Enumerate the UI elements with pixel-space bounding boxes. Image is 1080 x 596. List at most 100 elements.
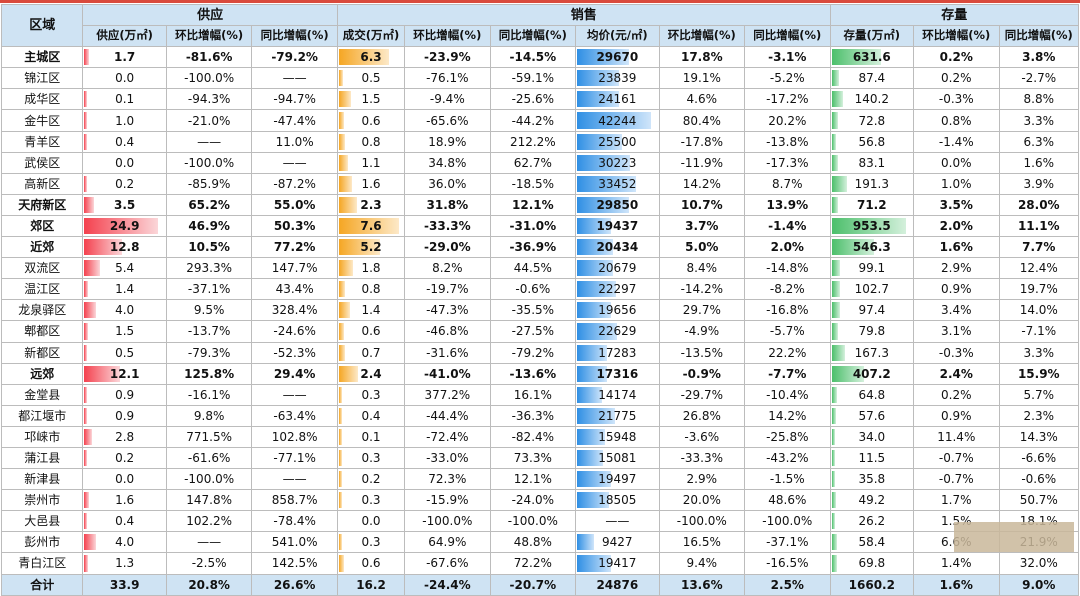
data-cell: -0.7%	[913, 446, 1000, 470]
region-cell: 锦江区	[0, 67, 84, 90]
table-row: 双流区 5.4 293.3% 147.7% 1.8 8.2% 44.5% 20679 8.4% -…	[0, 257, 1080, 280]
table-row: 金牛区 1.0 -21.0% -47.4% 0.6 -65.6% -44.2% 42244 80…	[0, 109, 1080, 132]
stock-value: 34.0	[858, 429, 886, 444]
stock-value: 140.2	[854, 92, 889, 107]
price-value: ——	[605, 514, 630, 529]
stock-bar-cell: 69.8	[829, 552, 915, 575]
price-bar	[577, 175, 637, 192]
supply-bar-cell: 0.9	[82, 404, 167, 427]
stock-bar-cell: 64.8	[829, 383, 915, 406]
price-value: 23839	[598, 71, 637, 86]
supply-value: 1.0	[115, 113, 135, 128]
price-value: 14174	[598, 387, 637, 402]
data-cell: -29.7%	[658, 383, 746, 406]
stock-bar	[831, 492, 836, 509]
stock-value: 72.8	[858, 113, 886, 128]
data-cell: 7.7%	[998, 236, 1080, 259]
price-bar-cell: 14174	[575, 383, 660, 406]
price-bar	[577, 281, 617, 298]
region-cell: 崇州市	[0, 489, 84, 512]
sales-bar-cell: 0.3	[336, 446, 406, 470]
supply-value: 0.2	[115, 451, 135, 466]
supply-value: 1.4	[115, 282, 135, 297]
stock-value: 26.2	[858, 514, 886, 529]
data-cell: -31.6%	[404, 341, 491, 364]
data-cell: 20.0%	[658, 489, 746, 512]
sales-bar-cell: 0.4	[336, 404, 406, 427]
sales-value: 0.5	[361, 71, 381, 86]
sales-value: 1.4	[361, 303, 381, 318]
total-cell: 9.0%	[998, 573, 1080, 596]
stock-bar	[831, 386, 837, 403]
price-value: 17283	[598, 345, 637, 360]
table-row: 主城区 1.7 -81.6% -79.2% 6.3 -23.9% -14.5% 29670 17…	[0, 46, 1080, 69]
sales-value: 0.3	[361, 493, 381, 508]
stock-bar	[831, 323, 838, 340]
data-cell: -79.2%	[251, 46, 338, 69]
sales-bar	[338, 323, 344, 340]
supply-bar	[84, 196, 95, 213]
data-cell: -33.3%	[404, 214, 491, 238]
stock-bar-cell: 26.2	[829, 510, 915, 533]
supply-bar-cell: 1.5	[82, 320, 167, 343]
price-bar	[577, 91, 620, 108]
supply-bar	[84, 112, 88, 129]
region-cell: 金牛区	[0, 109, 84, 132]
data-cell: 12.4%	[998, 257, 1080, 280]
supply-value: 4.0	[115, 303, 135, 318]
total-cell: -20.7%	[489, 573, 577, 596]
stock-value: 64.8	[858, 387, 886, 402]
sales-bar-cell: 1.1	[336, 151, 406, 174]
data-cell: 6.3%	[998, 130, 1080, 153]
data-cell: -23.9%	[404, 46, 491, 69]
data-cell: 2.0%	[744, 236, 831, 259]
sales-bar	[338, 154, 348, 171]
data-cell: -77.1%	[251, 446, 338, 470]
data-cell: -13.5%	[658, 341, 746, 364]
price-bar	[577, 260, 614, 277]
price-value: 20679	[598, 261, 637, 276]
stock-bar	[831, 407, 836, 424]
stock-bar-cell: 34.0	[829, 425, 915, 448]
data-cell: -3.1%	[744, 46, 831, 69]
sales-bar	[338, 471, 342, 488]
sales-bar	[338, 344, 345, 361]
sales-bar	[338, 449, 342, 467]
sales-value: 0.6	[361, 324, 381, 339]
sales-bar-cell: 1.4	[336, 299, 406, 322]
sales-value: 6.3	[360, 50, 382, 65]
stock-value: 167.3	[854, 345, 889, 360]
stock-bar	[831, 133, 836, 150]
price-value: 29850	[596, 197, 639, 212]
region-cell: 武侯区	[0, 151, 84, 174]
data-cell: -43.2%	[744, 446, 831, 470]
price-value: 19417	[598, 556, 637, 571]
data-cell: -29.0%	[404, 236, 491, 259]
supply-bar	[84, 91, 88, 108]
data-cell: 80.4%	[658, 109, 746, 132]
stock-value: 56.8	[858, 134, 886, 149]
sales-value: 1.8	[361, 261, 381, 276]
data-cell: 64.9%	[404, 531, 491, 554]
price-bar-cell: 9427	[575, 531, 660, 554]
price-bar	[577, 386, 603, 403]
price-value: 30223	[598, 155, 637, 170]
data-cell: -4.9%	[658, 320, 746, 343]
supply-bar-cell: 0.2	[82, 446, 167, 470]
sales-value: 0.3	[361, 451, 381, 466]
data-cell: 3.8%	[998, 46, 1080, 69]
stock-bar	[831, 175, 847, 192]
data-cell: 29.4%	[251, 362, 338, 385]
watermark-logo	[954, 522, 1074, 552]
supply-value: 1.6	[115, 493, 135, 508]
price-value: 15948	[598, 429, 637, 444]
data-cell: 5.7%	[998, 383, 1080, 406]
data-cell: 3.5%	[913, 193, 1000, 216]
stock-bar-cell: 71.2	[829, 193, 915, 216]
price-bar-cell: 18505	[575, 489, 660, 512]
price-bar-cell: 30223	[575, 151, 660, 174]
sales-bar-cell: 0.2	[336, 468, 406, 491]
stock-bar	[831, 154, 838, 171]
column-header: 同比增幅(%)	[744, 25, 831, 48]
column-header: 成交(万㎡)	[336, 25, 406, 48]
